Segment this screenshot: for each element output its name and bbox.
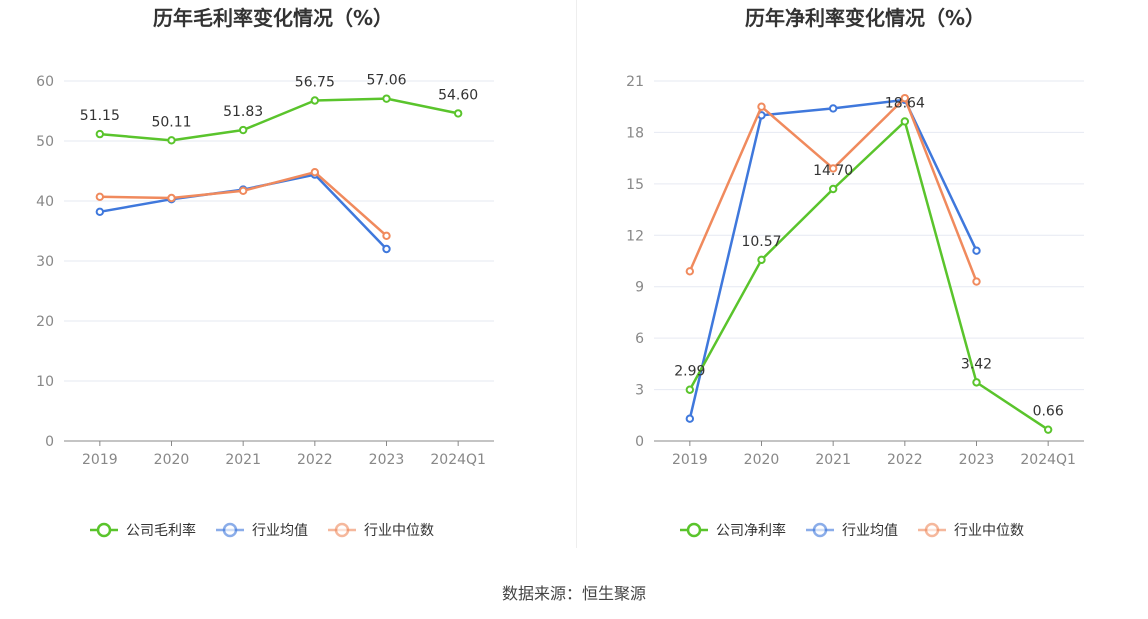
series-line-0 [688,120,1049,431]
series-line-1 [688,98,978,420]
x-tick-label: 2021 [815,452,851,468]
x-tick-label: 2022 [887,452,923,468]
data-point[interactable] [238,125,248,135]
y-tick-label: 9 [635,280,644,296]
data-point[interactable] [382,244,391,254]
legend-label: 行业中位数 [954,523,1024,539]
x-tick-label: 2020 [154,452,190,468]
data-point[interactable] [972,378,981,387]
net-margin-chart: 历年净利率变化情况（%） 0 3 6 9 12 15 18 21 2019 2020 2021 2022… [626,6,1084,539]
legend-item-1[interactable]: 行业均值 [806,522,898,539]
data-point[interactable] [972,246,981,255]
data-label: 14.70 [813,163,853,179]
gross-margin-chart-panel: 历年毛利率变化情况（%） 0 10 20 30 40 50 60 2019 2020 2021 202… [0,0,576,560]
net-margin-chart-panel: 历年净利率变化情况（%） 0 3 6 9 12 15 18 21 2019 2020 2021 2022… [577,0,1148,560]
data-label: 0.66 [1033,404,1064,420]
data-label: 56.75 [295,75,335,91]
data-point[interactable] [95,207,105,217]
legend-item-0[interactable]: 公司净利率 [680,522,786,539]
data-point[interactable] [685,414,695,423]
data-point[interactable] [453,109,463,118]
y-tick-label: 10 [36,374,54,390]
data-label: 3.42 [961,356,992,372]
y-tick-label: 3 [635,383,644,399]
data-label: 54.60 [438,87,478,103]
data-label: 2.99 [674,364,705,380]
legend-label: 公司净利率 [716,522,786,539]
data-point[interactable] [382,94,391,103]
data-point[interactable] [900,117,910,126]
y-tick-label: 50 [36,134,54,150]
data-point[interactable] [310,168,320,177]
series-line-0 [99,97,459,142]
legend-label: 行业中位数 [364,523,434,539]
legend-item-0[interactable]: 公司毛利率 [90,522,196,539]
panel-divider [576,0,577,548]
data-point[interactable] [238,186,248,196]
y-tick-label: 40 [36,194,54,210]
x-tick-label: 2022 [297,452,333,468]
chart-title: 历年毛利率变化情况（%） [153,6,393,30]
data-point[interactable] [382,231,391,241]
legend-marker [96,522,112,538]
data-point[interactable] [828,104,838,113]
legend-marker [812,522,828,538]
data-point[interactable] [685,385,695,394]
y-tick-label: 60 [36,74,54,90]
y-tick-label: 0 [635,434,644,450]
legend-item-2[interactable]: 行业中位数 [328,522,434,539]
data-point[interactable] [972,277,981,286]
data-point[interactable] [1043,425,1053,434]
x-tick-label: 2021 [225,452,261,468]
data-point[interactable] [310,96,320,105]
x-tick-label: 2019 [82,452,118,468]
data-label: 57.06 [366,73,406,89]
data-label: 10.57 [741,234,781,250]
legend-marker [686,522,702,538]
gross-margin-chart: 历年毛利率变化情况（%） 0 10 20 30 40 50 60 2019 2020 2021 202… [36,6,494,539]
legend-label: 行业均值 [842,523,898,539]
data-point[interactable] [828,184,838,194]
data-point[interactable] [757,255,766,264]
data-label: 50.11 [151,114,191,130]
data-point[interactable] [95,129,105,139]
x-tick-label: 2024Q1 [1020,452,1076,468]
legend-label: 公司毛利率 [126,522,196,539]
data-label: 51.83 [223,104,263,120]
legend-item-1[interactable]: 行业均值 [216,522,308,539]
legend-item-2[interactable]: 行业中位数 [918,522,1024,539]
y-tick-label: 21 [626,74,644,90]
y-tick-label: 15 [626,177,644,193]
legend-label: 行业均值 [252,523,308,539]
data-point[interactable] [95,192,105,202]
data-point[interactable] [900,93,910,103]
y-tick-label: 20 [36,314,54,330]
data-point[interactable] [167,136,176,145]
y-tick-label: 0 [45,434,54,450]
y-tick-label: 6 [635,331,644,347]
x-tick-label: 2023 [959,452,995,468]
legend-marker [222,522,238,538]
data-source-note: 数据来源：恒生聚源 [501,584,646,603]
data-label: 18.64 [885,95,925,111]
x-tick-label: 2024Q1 [430,452,486,468]
chart-title: 历年净利率变化情况（%） [745,6,985,30]
data-point[interactable] [167,193,176,203]
y-tick-label: 12 [626,228,644,244]
y-tick-label: 18 [626,125,644,141]
legend-marker [924,522,940,538]
data-point[interactable] [828,164,838,173]
x-tick-label: 2020 [744,452,780,468]
data-label: 51.15 [80,108,120,124]
x-tick-label: 2023 [369,452,405,468]
x-tick-label: 2019 [672,452,708,468]
y-tick-label: 30 [36,254,54,270]
data-point[interactable] [685,267,695,276]
data-point[interactable] [757,102,766,111]
legend-marker [334,522,350,538]
